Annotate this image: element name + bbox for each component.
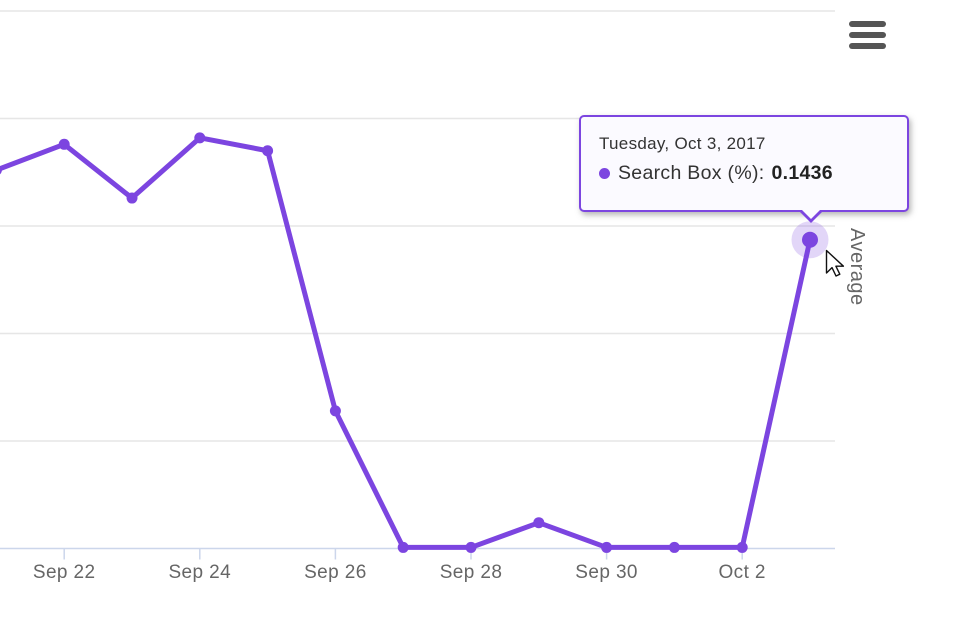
hamburger-bar — [849, 21, 886, 27]
x-axis-label: Sep 26 — [304, 562, 367, 583]
hamburger-bar — [849, 43, 886, 49]
tooltip-date: Tuesday, Oct 3, 2017 — [599, 134, 766, 153]
hamburger-icon — [848, 21, 886, 49]
tooltip-value: 0.1436 — [771, 162, 833, 184]
data-point-marker[interactable] — [533, 517, 545, 529]
y-axis-title: Average — [846, 228, 868, 306]
data-point-marker[interactable] — [329, 405, 341, 417]
series-color-dot-icon — [599, 168, 610, 179]
data-point-marker[interactable] — [58, 138, 70, 150]
data-point-marker[interactable] — [126, 192, 138, 204]
mouse-cursor-icon — [825, 249, 845, 277]
data-point-marker[interactable] — [601, 541, 613, 553]
tooltip-arrow-fill — [801, 209, 821, 219]
tooltip-separator: : — [758, 162, 765, 184]
chart-tooltip: Tuesday, Oct 3, 2017 Search Box (%): 0.14… — [579, 115, 909, 223]
x-axis-label: Sep 28 — [439, 562, 503, 583]
data-point-marker[interactable] — [668, 541, 680, 553]
tooltip-series-row: Search Box (%): 0.1436 — [599, 162, 891, 185]
x-axis-label: Sep 22 — [32, 562, 96, 583]
chart-menu-button[interactable] — [846, 19, 888, 55]
x-axis-label: Oct 2 — [718, 562, 766, 583]
data-point-marker[interactable] — [736, 541, 748, 553]
data-point-marker[interactable] — [465, 541, 477, 553]
data-point-marker[interactable] — [262, 145, 274, 157]
tooltip-series-label: Search Box (%) — [618, 162, 759, 184]
x-axis-label: Sep 30 — [575, 562, 638, 583]
data-point-marker[interactable] — [397, 541, 409, 553]
x-axis-label: Sep 24 — [168, 562, 232, 583]
hovered-point-marker[interactable] — [802, 231, 818, 248]
data-point-marker[interactable] — [194, 132, 206, 144]
hamburger-bar — [849, 32, 886, 38]
data-point-marker[interactable] — [0, 165, 2, 176]
